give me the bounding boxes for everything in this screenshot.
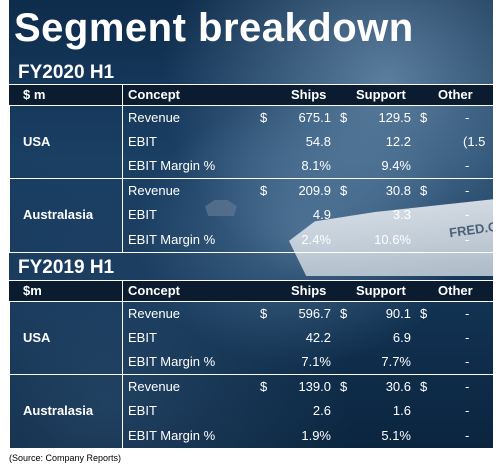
- segment-label: USA: [23, 330, 51, 345]
- currency-symbol: $: [420, 306, 428, 321]
- column-header: Other: [438, 87, 473, 102]
- support-value: 1.6: [392, 403, 411, 418]
- concept-cell: EBIT Margin %: [128, 354, 216, 369]
- other-value: -: [465, 379, 470, 394]
- support-value: 30.6: [385, 379, 411, 394]
- support-value: 5.1%: [381, 428, 411, 443]
- ships-value: 1.9%: [301, 428, 331, 443]
- concept-cell: EBIT: [128, 330, 157, 345]
- other-value: -: [465, 232, 470, 247]
- segment-left-border: [9, 375, 10, 448]
- ships-value: 4.9: [312, 207, 331, 222]
- column-header: Support: [356, 87, 406, 102]
- other-value: -: [465, 306, 470, 321]
- currency-symbol: $: [260, 379, 268, 394]
- currency-symbol: $: [340, 183, 348, 198]
- segment-left-border: [9, 302, 10, 374]
- column-divider: [122, 375, 123, 448]
- segment-label: Australasia: [23, 403, 94, 418]
- ships-value: 8.1%: [301, 158, 331, 173]
- other-value: -: [465, 207, 470, 222]
- currency-symbol: $: [420, 110, 428, 125]
- support-value: 30.8: [385, 183, 411, 198]
- segment-label: USA: [23, 134, 51, 149]
- column-header: Support: [356, 283, 406, 298]
- support-value: 3.3: [392, 207, 411, 222]
- ships-value: 139.0: [298, 379, 331, 394]
- support-value: 90.1: [385, 306, 411, 321]
- column-header: Other: [438, 283, 473, 298]
- column-header: Ships: [291, 87, 327, 102]
- currency-symbol: $: [260, 183, 268, 198]
- concept-cell: EBIT Margin %: [128, 428, 216, 443]
- currency-symbol: $: [420, 183, 428, 198]
- column-header: Ships: [291, 283, 327, 298]
- currency-symbol: $: [260, 306, 268, 321]
- column-header: $ m: [23, 87, 46, 102]
- ships-value: 209.9: [298, 183, 331, 198]
- other-value: -: [465, 428, 470, 443]
- other-value: -: [465, 158, 470, 173]
- table-header-row: $m Concept Ships Support Other: [9, 280, 493, 302]
- column-header: Concept: [128, 283, 180, 298]
- ships-value: 54.8: [305, 134, 331, 149]
- ships-value: 42.2: [305, 330, 331, 345]
- segment-left-border: [9, 106, 10, 178]
- concept-cell: EBIT Margin %: [128, 158, 216, 173]
- column-divider: [122, 179, 123, 252]
- other-value: -: [465, 403, 470, 418]
- column-divider: [122, 302, 123, 374]
- support-value: 129.5: [378, 110, 411, 125]
- other-value: (1.5: [463, 134, 486, 149]
- tugboat-image: [205, 200, 237, 216]
- currency-symbol: $: [420, 379, 428, 394]
- table-header-row: $ m Concept Ships Support Other: [9, 84, 493, 106]
- segment-separator: [9, 178, 493, 179]
- currency-symbol: $: [340, 306, 348, 321]
- ships-value: 596.7: [298, 306, 331, 321]
- segment-left-border: [9, 179, 10, 252]
- currency-symbol: $: [260, 110, 268, 125]
- column-divider: [122, 106, 123, 178]
- concept-cell: Revenue: [128, 183, 181, 198]
- other-value: -: [465, 330, 470, 345]
- column-header: $m: [23, 283, 42, 298]
- other-value: -: [465, 354, 470, 369]
- segment-separator: [9, 374, 493, 375]
- currency-symbol: $: [340, 379, 348, 394]
- column-divider: [122, 85, 123, 105]
- concept-cell: Revenue: [128, 110, 181, 125]
- concept-cell: EBIT: [128, 403, 157, 418]
- segment-separator: [9, 448, 493, 449]
- other-value: -: [465, 183, 470, 198]
- source-note: (Source: Company Reports): [9, 453, 122, 463]
- column-divider: [122, 281, 123, 301]
- support-value: 6.9: [392, 330, 411, 345]
- concept-cell: EBIT: [128, 134, 157, 149]
- support-value: 10.6%: [374, 232, 411, 247]
- column-header: Concept: [128, 87, 180, 102]
- other-value: -: [465, 110, 470, 125]
- currency-symbol: $: [340, 110, 348, 125]
- concept-cell: EBIT Margin %: [128, 232, 216, 247]
- support-value: 9.4%: [381, 158, 411, 173]
- support-value: 7.7%: [381, 354, 411, 369]
- concept-cell: Revenue: [128, 306, 181, 321]
- ships-value: 2.6: [312, 403, 331, 418]
- segment-separator: [9, 252, 493, 253]
- concept-cell: Revenue: [128, 379, 181, 394]
- ships-value: 675.1: [298, 110, 331, 125]
- section-heading: FY2019 H1: [18, 257, 115, 278]
- section-heading: FY2020 H1: [18, 62, 115, 83]
- page-title: Segment breakdown: [14, 6, 414, 50]
- ships-value: 2.4%: [301, 232, 331, 247]
- segment-label: Australasia: [23, 207, 94, 222]
- ships-value: 7.1%: [301, 354, 331, 369]
- concept-cell: EBIT: [128, 207, 157, 222]
- support-value: 12.2: [385, 134, 411, 149]
